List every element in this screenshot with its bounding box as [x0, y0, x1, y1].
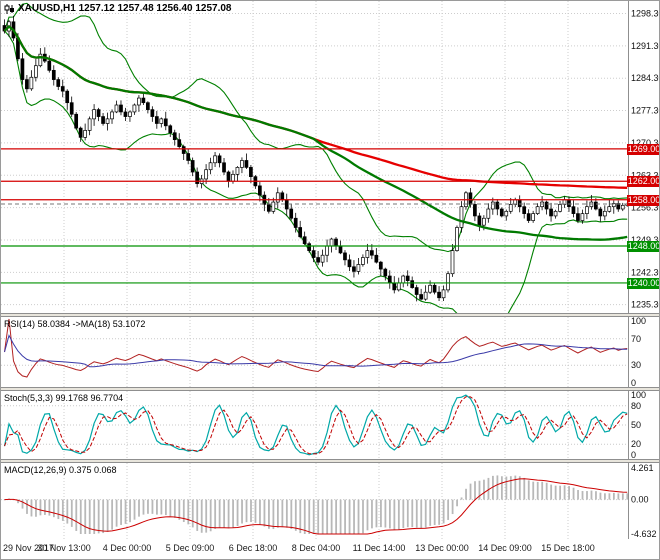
- y-axis-label: 100: [631, 317, 646, 326]
- time-label: 5 Dec 09:00: [165, 543, 215, 553]
- stochastic-main-line: [3, 394, 628, 456]
- price-level-tag[interactable]: 1248.00: [627, 240, 660, 252]
- time-label: 15 Dec 18:00: [541, 543, 595, 553]
- y-axis-label: 0: [631, 450, 636, 459]
- y-axis-label: 1277.30: [631, 106, 660, 116]
- rsi-line: [4, 318, 628, 378]
- macd-chart[interactable]: 4.261 0.00 -4.632: [1, 463, 660, 539]
- y-axis-label: 1284.30: [631, 73, 660, 83]
- stochastic-panel: 100 80 50 20 0 Stoch(5,3,3) 99.1768 96.7704: [1, 391, 659, 459]
- price-level-tag[interactable]: 1240.00: [627, 277, 660, 289]
- y-axis-label: 1298.30: [631, 8, 660, 18]
- price-level-tag[interactable]: 1269.00: [627, 143, 660, 155]
- price-level-tag[interactable]: 1262.00: [627, 176, 660, 188]
- y-axis-label: 0.00: [631, 495, 649, 505]
- y-axis-label: -4.632: [631, 529, 657, 539]
- time-label: 30 Nov 13:00: [37, 543, 91, 553]
- y-axis-label: 0: [631, 378, 636, 387]
- y-axis-label: 1249.30: [631, 235, 660, 245]
- time-axis: 29 Nov 2017 30 Nov 13:00 4 Dec 00:00 5 Dec …: [1, 539, 659, 559]
- rsi-ma-line: [4, 334, 628, 368]
- y-axis-label: 4.261: [631, 463, 654, 473]
- y-axis-label: 1263.30: [631, 170, 660, 180]
- time-label: 8 Dec 04:00: [291, 543, 341, 553]
- price-level-tag[interactable]: 1258.00: [627, 194, 660, 206]
- y-axis-label: 30: [631, 360, 641, 370]
- bollinger-lower-band: [4, 30, 628, 313]
- macd-signal-line: [4, 478, 628, 535]
- time-label: 13 Dec 00:00: [415, 543, 469, 553]
- ma-fast-line: [3, 24, 628, 241]
- main-chart-panel: 1298.30 1291.30 1284.30 1277.30 1270.30 1263.…: [1, 1, 659, 313]
- y-axis-label: 80: [631, 401, 641, 411]
- price-chart[interactable]: 1298.30 1291.30 1284.30 1277.30 1270.30 1263.…: [1, 1, 660, 313]
- y-axis-label: 70: [631, 334, 641, 344]
- panel-separator[interactable]: [1, 313, 659, 317]
- macd-histogram: [3, 475, 629, 534]
- rsi-chart[interactable]: 100 70 30 0: [1, 317, 660, 387]
- y-axis-label: 20: [631, 439, 641, 449]
- time-label: 29 Nov 2017: [3, 543, 55, 553]
- y-axis-label: 1242.30: [631, 267, 660, 277]
- panel-separator[interactable]: [1, 387, 659, 391]
- y-axis-label: 100: [631, 391, 646, 400]
- y-axis-label: 1256.30: [631, 203, 660, 213]
- y-axis-label: 1291.30: [631, 41, 660, 51]
- bollinger-upper-band: [3, 2, 628, 253]
- stochastic-signal-line: [4, 396, 628, 455]
- time-label: 6 Dec 18:00: [228, 543, 278, 553]
- time-label: 4 Dec 00:00: [102, 543, 152, 553]
- panel-separator[interactable]: [1, 459, 659, 463]
- time-label: 11 Dec 14:00: [352, 543, 406, 553]
- y-axis-label: 1270.30: [631, 138, 660, 148]
- time-label: 14 Dec 09:00: [478, 543, 532, 553]
- y-axis-label: 50: [631, 420, 641, 430]
- y-axis-label: 1235.30: [631, 300, 660, 310]
- rsi-panel: 100 70 30 0 RSI(14) 58.0384 ->MA(18) 53.107…: [1, 317, 659, 387]
- macd-panel: 4.261 0.00 -4.632 MACD(12,26,9) 0.375 0.06…: [1, 463, 659, 539]
